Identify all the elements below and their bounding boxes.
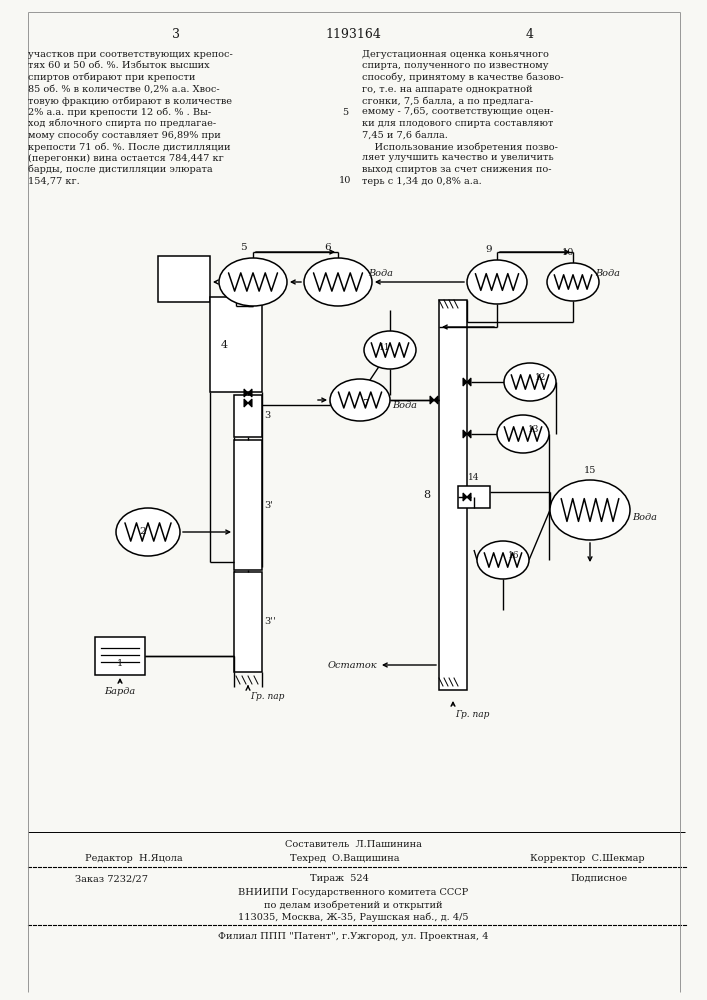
Text: 12: 12	[535, 372, 547, 381]
Polygon shape	[467, 378, 471, 386]
Text: крепости 71 об. %. После дистилляции: крепости 71 об. %. После дистилляции	[28, 142, 230, 151]
Text: терь с 1,34 до 0,8% а.а.: терь с 1,34 до 0,8% а.а.	[362, 176, 481, 186]
Text: (перегонки) вина остается 784,447 кг: (перегонки) вина остается 784,447 кг	[28, 153, 223, 163]
Text: ки для плодового спирта составляют: ки для плодового спирта составляют	[362, 119, 554, 128]
Text: барды, после дистилляции элюрата: барды, после дистилляции элюрата	[28, 165, 213, 174]
Text: товую фракцию отбирают в количестве: товую фракцию отбирают в количестве	[28, 96, 232, 105]
Text: 10: 10	[339, 176, 351, 185]
Text: ВНИИПИ Государственного комитета СССР: ВНИИПИ Государственного комитета СССР	[238, 888, 468, 897]
Text: Заказ 7232/27: Заказ 7232/27	[75, 874, 148, 883]
Polygon shape	[434, 396, 438, 404]
Text: 5: 5	[342, 108, 348, 117]
Bar	[234, 572, 262, 672]
Text: 11: 11	[379, 342, 391, 352]
Text: спирта, полученного по известному: спирта, полученного по известному	[362, 62, 549, 70]
Text: Остаток: Остаток	[327, 660, 377, 670]
Text: Гр. пар: Гр. пар	[455, 710, 489, 719]
Polygon shape	[467, 430, 471, 438]
Text: Вода: Вода	[368, 269, 393, 278]
Text: Дегустационная оценка коньячного: Дегустационная оценка коньячного	[362, 50, 549, 59]
Text: 7,45 и 7,6 балла.: 7,45 и 7,6 балла.	[362, 130, 448, 139]
Bar	[234, 440, 262, 570]
Polygon shape	[463, 493, 467, 501]
Text: ляет улучшить качество и увеличить: ляет улучшить качество и увеличить	[362, 153, 554, 162]
Ellipse shape	[116, 508, 180, 556]
Text: 2: 2	[140, 528, 146, 536]
Ellipse shape	[550, 480, 630, 540]
Text: 113035, Москва, Ж-35, Раушская наб., д. 4/5: 113035, Москва, Ж-35, Раушская наб., д. …	[238, 912, 468, 922]
Text: 1193164: 1193164	[325, 28, 381, 41]
Bar	[458, 486, 490, 508]
Ellipse shape	[504, 363, 556, 401]
Text: 9: 9	[486, 245, 492, 254]
Ellipse shape	[364, 331, 416, 369]
Text: Гр. пар: Гр. пар	[250, 692, 284, 701]
Text: 3: 3	[264, 412, 270, 420]
Text: 3: 3	[172, 28, 180, 41]
Text: 6: 6	[325, 243, 332, 252]
Text: ход яблочного спирта по предлагае-: ход яблочного спирта по предлагае-	[28, 119, 216, 128]
Text: 3'': 3''	[264, 617, 276, 626]
Bar	[234, 395, 262, 437]
Polygon shape	[248, 389, 252, 397]
Text: емому - 7,65, соответствующие оцен-: емому - 7,65, соответствующие оцен-	[362, 107, 554, 116]
Text: Филиал ППП "Патент", г.Ужгород, ул. Проектная, 4: Филиал ППП "Патент", г.Ужгород, ул. Прое…	[218, 932, 489, 941]
Text: 14: 14	[468, 473, 480, 482]
Text: тях 60 и 50 об. %. Избыток высших: тях 60 и 50 об. %. Избыток высших	[28, 62, 209, 70]
Text: 2% а.а. при крепости 12 об. % . Вы-: 2% а.а. при крепости 12 об. % . Вы-	[28, 107, 211, 117]
Polygon shape	[463, 430, 467, 438]
Text: 154,77 кг.: 154,77 кг.	[28, 176, 80, 186]
Text: мому способу составляет 96,89% при: мому способу составляет 96,89% при	[28, 130, 221, 140]
Text: 4: 4	[221, 340, 228, 350]
Ellipse shape	[477, 541, 529, 579]
Polygon shape	[430, 396, 434, 404]
Text: 8: 8	[423, 490, 431, 500]
Ellipse shape	[547, 263, 599, 301]
Bar	[210, 297, 262, 392]
Text: сгонки, 7,5 балла, а по предлага-: сгонки, 7,5 балла, а по предлага-	[362, 96, 533, 105]
Text: 7: 7	[362, 399, 368, 408]
Polygon shape	[244, 389, 248, 397]
Text: Барда: Барда	[105, 687, 136, 696]
Text: 13: 13	[528, 424, 539, 434]
Text: выход спиртов за счет снижения по-: выход спиртов за счет снижения по-	[362, 165, 551, 174]
Text: Редактор  Н.Яцола: Редактор Н.Яцола	[85, 854, 182, 863]
Text: Тираж  524: Тираж 524	[310, 874, 369, 883]
Ellipse shape	[497, 415, 549, 453]
Polygon shape	[248, 399, 252, 407]
Text: 4: 4	[526, 28, 534, 41]
Bar	[95, 637, 145, 675]
Bar	[439, 300, 467, 690]
Text: Составитель  Л.Пашинина: Составитель Л.Пашинина	[284, 840, 421, 849]
Polygon shape	[463, 378, 467, 386]
Text: 15: 15	[584, 466, 596, 475]
Polygon shape	[467, 493, 471, 501]
Text: Вода: Вода	[392, 401, 417, 410]
Ellipse shape	[467, 260, 527, 304]
Ellipse shape	[219, 258, 287, 306]
Text: по делам изобретений и открытий: по делам изобретений и открытий	[264, 900, 443, 910]
Text: 3': 3'	[264, 500, 273, 510]
Text: способу, принятому в качестве базово-: способу, принятому в качестве базово-	[362, 73, 563, 83]
Text: Вода: Вода	[595, 269, 620, 278]
Polygon shape	[244, 399, 248, 407]
Text: спиртов отбирают при крепости: спиртов отбирают при крепости	[28, 73, 195, 83]
Text: Корректор  С.Шекмар: Корректор С.Шекмар	[530, 854, 645, 863]
Text: Использование изобретения позво-: Использование изобретения позво-	[362, 142, 558, 151]
Bar	[158, 256, 210, 302]
Text: участков при соответствующих крепос-: участков при соответствующих крепос-	[28, 50, 233, 59]
Ellipse shape	[330, 379, 390, 421]
Text: го, т.е. на аппарате однократной: го, т.е. на аппарате однократной	[362, 85, 532, 94]
Text: Подписное: Подписное	[570, 874, 627, 883]
Text: 5: 5	[240, 243, 246, 252]
Text: 10: 10	[562, 248, 574, 257]
Text: 1: 1	[117, 660, 123, 668]
Text: 16: 16	[508, 550, 520, 560]
Text: Вода: Вода	[632, 514, 657, 522]
Text: Техред  О.Ващишина: Техред О.Ващишина	[290, 854, 399, 863]
Text: 85 об. % в количестве 0,2% а.а. Хвос-: 85 об. % в количестве 0,2% а.а. Хвос-	[28, 85, 220, 94]
Ellipse shape	[304, 258, 372, 306]
